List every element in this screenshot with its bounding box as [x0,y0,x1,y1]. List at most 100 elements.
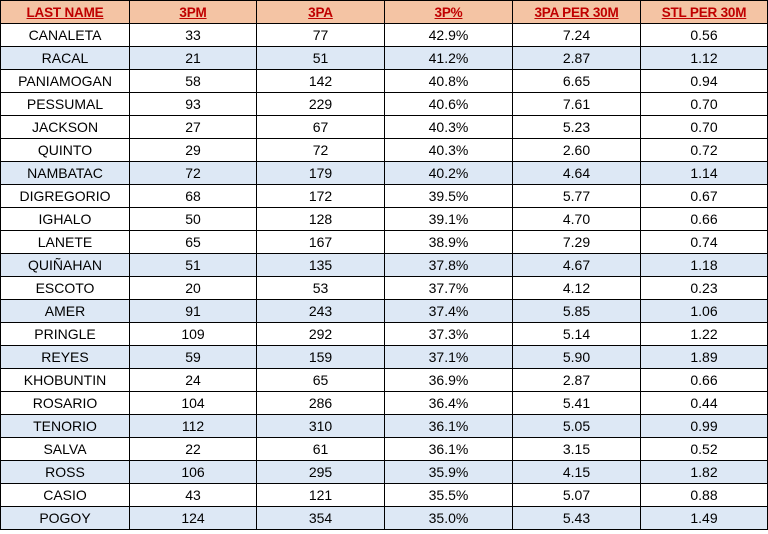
cell-3p-pct: 40.3% [384,115,513,139]
cell-3p-pct: 37.3% [384,322,513,346]
cell-3p-pct: 35.5% [384,483,513,507]
cell-3pm: 58 [129,69,257,93]
cell-3pa: 135 [256,253,385,277]
cell-3pa-per-30m: 4.64 [512,161,641,185]
cell-stl-per-30m: 0.70 [640,92,768,116]
cell-3pm: 29 [129,138,257,162]
table-row: CANALETA 33 77 42.9% 7.24 0.56 [0,23,768,47]
cell-stl-per-30m: 0.74 [640,230,768,254]
cell-3pa: 77 [256,23,385,47]
cell-3pm: 112 [129,414,257,438]
cell-3p-pct: 40.6% [384,92,513,116]
cell-3pm: 72 [129,161,257,185]
cell-3pa: 61 [256,437,385,461]
cell-3pa: 354 [256,506,385,530]
table-row: TENORIO 112 310 36.1% 5.05 0.99 [0,414,768,438]
cell-3pm: 106 [129,460,257,484]
cell-3pa-per-30m: 5.14 [512,322,641,346]
cell-3pm: 22 [129,437,257,461]
cell-stl-per-30m: 1.82 [640,460,768,484]
cell-3pa: 159 [256,345,385,369]
cell-stl-per-30m: 0.52 [640,437,768,461]
table-row: AMER 91 243 37.4% 5.85 1.06 [0,299,768,323]
cell-3pa-per-30m: 5.41 [512,391,641,415]
cell-3pa-per-30m: 2.87 [512,368,641,392]
cell-stl-per-30m: 1.22 [640,322,768,346]
table-row: PESSUMAL 93 229 40.6% 7.61 0.70 [0,92,768,116]
cell-stl-per-30m: 1.18 [640,253,768,277]
cell-3pm: 20 [129,276,257,300]
cell-3pa: 65 [256,368,385,392]
cell-last-name: AMER [0,299,130,323]
cell-3pm: 65 [129,230,257,254]
cell-3pa: 121 [256,483,385,507]
cell-last-name: IGHALO [0,207,130,231]
cell-3pm: 93 [129,92,257,116]
cell-3pa: 128 [256,207,385,231]
cell-3pa: 72 [256,138,385,162]
cell-3pa-per-30m: 5.85 [512,299,641,323]
cell-last-name: QUINTO [0,138,130,162]
cell-stl-per-30m: 1.14 [640,161,768,185]
cell-3pm: 27 [129,115,257,139]
table-row: PRINGLE 109 292 37.3% 5.14 1.22 [0,322,768,346]
cell-3pa: 286 [256,391,385,415]
cell-3pa: 142 [256,69,385,93]
cell-last-name: TENORIO [0,414,130,438]
header-last-name: LAST NAME [0,0,130,24]
cell-3pa-per-30m: 4.67 [512,253,641,277]
table-row: REYES 59 159 37.1% 5.90 1.89 [0,345,768,369]
cell-last-name: PESSUMAL [0,92,130,116]
table-row: JACKSON 27 67 40.3% 5.23 0.70 [0,115,768,139]
cell-3pa-per-30m: 5.43 [512,506,641,530]
cell-stl-per-30m: 1.89 [640,345,768,369]
cell-stl-per-30m: 1.49 [640,506,768,530]
cell-last-name: SALVA [0,437,130,461]
cell-3pa: 179 [256,161,385,185]
table-row: QUINTO 29 72 40.3% 2.60 0.72 [0,138,768,162]
table-body: CANALETA 33 77 42.9% 7.24 0.56 RACAL 21 51 41.2% 2… [0,23,768,530]
cell-3pa-per-30m: 5.23 [512,115,641,139]
cell-last-name: CASIO [0,483,130,507]
cell-stl-per-30m: 0.72 [640,138,768,162]
cell-3pm: 33 [129,23,257,47]
cell-last-name: KHOBUNTIN [0,368,130,392]
cell-stl-per-30m: 0.67 [640,184,768,208]
table-row: SALVA 22 61 36.1% 3.15 0.52 [0,437,768,461]
cell-3pm: 43 [129,483,257,507]
cell-3pm: 51 [129,253,257,277]
cell-last-name: DIGREGORIO [0,184,130,208]
header-stl-per-30m: STL PER 30M [640,0,768,24]
table-row: ROSS 106 295 35.9% 4.15 1.82 [0,460,768,484]
cell-3pa: 167 [256,230,385,254]
cell-3pa: 292 [256,322,385,346]
cell-3p-pct: 37.7% [384,276,513,300]
table-header: LAST NAME 3PM 3PA 3P% 3PA PER 30M STL PE… [0,0,768,24]
cell-last-name: JACKSON [0,115,130,139]
cell-3pa-per-30m: 4.70 [512,207,641,231]
cell-3pa-per-30m: 7.29 [512,230,641,254]
cell-3pa: 243 [256,299,385,323]
cell-3p-pct: 36.1% [384,437,513,461]
cell-3pa-per-30m: 4.12 [512,276,641,300]
cell-3p-pct: 38.9% [384,230,513,254]
cell-stl-per-30m: 0.66 [640,368,768,392]
header-3pa-per-30m: 3PA PER 30M [512,0,641,24]
cell-3pm: 21 [129,46,257,70]
table-row: NAMBATAC 72 179 40.2% 4.64 1.14 [0,161,768,185]
cell-3pa: 295 [256,460,385,484]
cell-stl-per-30m: 0.99 [640,414,768,438]
cell-stl-per-30m: 0.88 [640,483,768,507]
cell-3pm: 24 [129,368,257,392]
table-row: LANETE 65 167 38.9% 7.29 0.74 [0,230,768,254]
cell-last-name: ESCOTO [0,276,130,300]
cell-3pm: 91 [129,299,257,323]
cell-3p-pct: 39.1% [384,207,513,231]
cell-stl-per-30m: 0.70 [640,115,768,139]
table-row: CASIO 43 121 35.5% 5.07 0.88 [0,483,768,507]
cell-3p-pct: 40.2% [384,161,513,185]
cell-3p-pct: 42.9% [384,23,513,47]
cell-3pm: 104 [129,391,257,415]
cell-3pa-per-30m: 7.61 [512,92,641,116]
